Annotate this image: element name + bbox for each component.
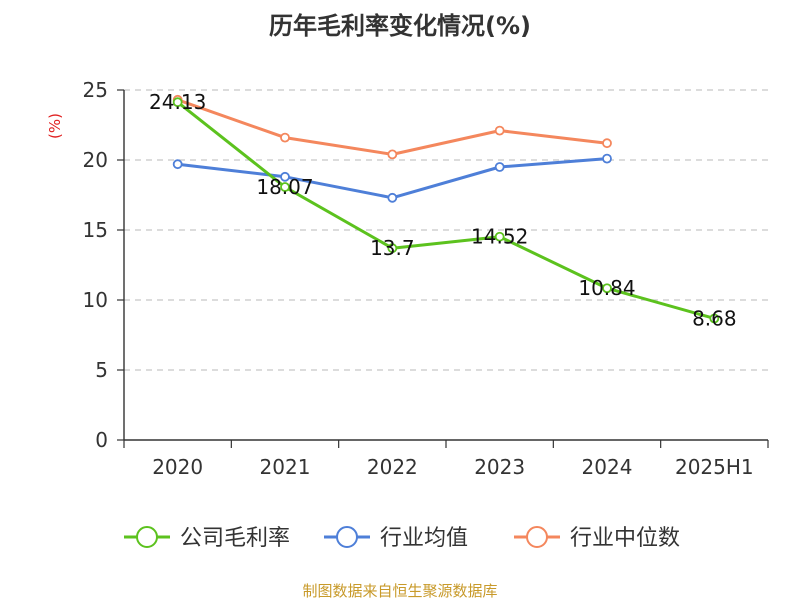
data-label: 8.68 xyxy=(692,306,737,330)
x-tick-label: 2024 xyxy=(582,455,633,479)
legend-marker xyxy=(336,526,358,548)
series-line-1 xyxy=(177,157,608,200)
legend-marker xyxy=(136,526,158,548)
data-label: 14.52 xyxy=(471,225,528,249)
series-lines xyxy=(172,94,720,324)
data-point xyxy=(172,97,183,108)
legend-label: 行业均值 xyxy=(380,526,468,551)
data-label: 13.7 xyxy=(370,236,415,260)
x-tick-label: 2022 xyxy=(367,455,418,479)
y-tick-label: 20 xyxy=(83,148,108,172)
data-point xyxy=(280,132,290,143)
x-tick-label: 2021 xyxy=(260,455,311,479)
series-line-0 xyxy=(176,101,715,320)
source-note: 制图数据来自恒生聚源数据库 xyxy=(302,582,497,600)
x-tick-label: 2023 xyxy=(474,455,525,479)
series-line-2 xyxy=(177,98,608,156)
chart-title: 历年毛利率变化情况(%) xyxy=(269,12,531,40)
x-tick-label: 2025H1 xyxy=(675,455,754,479)
data-point xyxy=(172,159,183,170)
data-point xyxy=(280,182,290,192)
legend-label: 行业中位数 xyxy=(570,526,680,551)
data-point xyxy=(387,192,398,203)
y-axis-label: (%) xyxy=(46,113,64,139)
data-label: 18.07 xyxy=(256,175,313,199)
legend-marker xyxy=(526,526,548,548)
data-point xyxy=(280,171,290,182)
x-tick-label: 2020 xyxy=(152,455,203,479)
data-point xyxy=(494,125,505,136)
data-point xyxy=(602,153,612,164)
axes: 0 5 10 15 20 25 2020 2021 2022 2023 2024 2025H1 xyxy=(83,78,769,479)
y-tick-label: 0 xyxy=(95,428,108,452)
legend-label: 公司毛利率 xyxy=(180,526,290,551)
data-label: 24.13 xyxy=(149,90,206,114)
data-point xyxy=(387,243,398,254)
data-point xyxy=(387,149,398,160)
legend: 公司毛利率 行业均值 行业中位数 xyxy=(124,526,680,551)
y-tick-label: 5 xyxy=(95,358,108,382)
y-tick-label: 25 xyxy=(83,78,108,102)
data-point xyxy=(602,138,612,149)
data-point xyxy=(494,162,505,172)
y-tick-label: 15 xyxy=(83,218,108,242)
grid-lines xyxy=(124,89,768,371)
y-tick-label: 10 xyxy=(83,288,108,312)
data-label: 10.84 xyxy=(578,276,635,300)
data-point xyxy=(494,231,505,242)
data-point xyxy=(709,313,720,324)
data-labels: 24.13 18.07 13.7 14.52 10.84 8.68 xyxy=(149,90,737,330)
data-point xyxy=(602,283,612,294)
